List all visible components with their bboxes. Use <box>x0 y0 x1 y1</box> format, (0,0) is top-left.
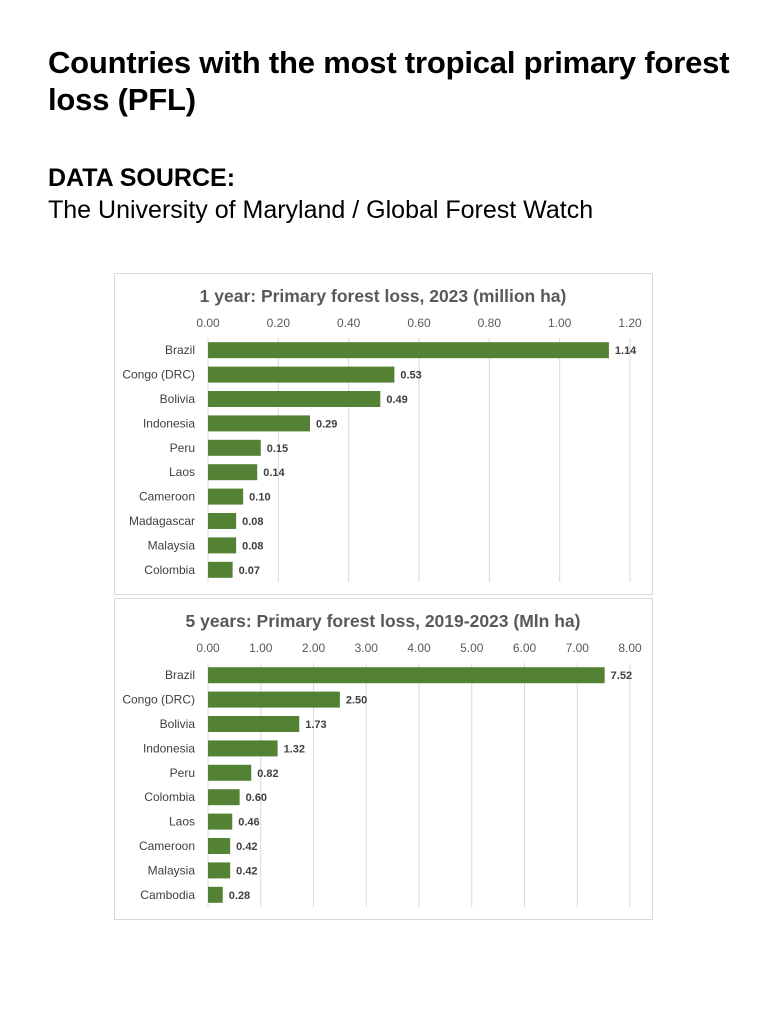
category-label: Cameroon <box>139 839 195 853</box>
chart-1-year-panel: 1 year: Primary forest loss, 2023 (milli… <box>114 273 653 595</box>
category-label: Madagascar <box>129 514 195 528</box>
x-tick-label: 0.40 <box>337 316 361 330</box>
bar <box>208 391 381 407</box>
category-label: Brazil <box>165 668 195 682</box>
bar <box>208 561 233 578</box>
category-label: Laos <box>169 815 195 829</box>
bar <box>208 464 258 481</box>
bar <box>208 764 252 781</box>
category-label: Malaysia <box>148 863 196 877</box>
category-label: Indonesia <box>143 741 195 755</box>
category-label: Cambodia <box>140 888 195 902</box>
bar <box>208 415 310 432</box>
data-source-label: DATA SOURCE: <box>48 164 236 192</box>
x-tick-label: 5.00 <box>460 641 484 655</box>
chart-title: 5 years: Primary forest loss, 2019-2023 … <box>186 611 581 631</box>
bar <box>208 838 231 854</box>
category-label: Brazil <box>165 343 195 357</box>
category-label: Peru <box>170 766 195 780</box>
category-label: Laos <box>169 465 195 479</box>
x-tick-label: 1.00 <box>249 641 273 655</box>
bar <box>208 366 395 383</box>
data-label: 0.29 <box>316 418 337 430</box>
data-label: 2.50 <box>346 695 367 707</box>
data-label: 1.14 <box>615 345 637 357</box>
bar <box>208 691 340 708</box>
data-label: 0.42 <box>236 841 257 853</box>
bar <box>208 667 605 684</box>
data-label: 0.14 <box>263 467 285 479</box>
data-label: 0.08 <box>242 516 263 528</box>
bar <box>208 716 300 732</box>
chart-5-years-panel: 5 years: Primary forest loss, 2019-2023 … <box>114 598 653 920</box>
category-label: Peru <box>170 441 195 455</box>
bar <box>208 789 240 806</box>
x-tick-label: 0.60 <box>407 316 431 330</box>
category-label: Malaysia <box>148 538 196 552</box>
page-title: Countries with the most tropical primary… <box>48 45 730 117</box>
data-label: 0.07 <box>239 565 260 577</box>
data-label: 0.49 <box>386 394 407 406</box>
x-tick-label: 0.20 <box>267 316 291 330</box>
category-label: Cameroon <box>139 490 195 504</box>
data-label: 0.42 <box>236 865 257 877</box>
bar <box>208 862 231 879</box>
x-tick-label: 6.00 <box>513 641 537 655</box>
data-label: 0.28 <box>229 890 250 902</box>
x-tick-label: 0.00 <box>196 641 220 655</box>
data-label: 0.53 <box>400 370 421 382</box>
x-tick-label: 0.80 <box>478 316 502 330</box>
x-tick-label: 0.00 <box>196 316 220 330</box>
bar <box>208 740 278 757</box>
data-label: 0.15 <box>267 443 288 455</box>
category-label: Bolivia <box>160 392 196 406</box>
chart-1-year: 1 year: Primary forest loss, 2023 (milli… <box>122 286 642 582</box>
x-tick-label: 1.00 <box>548 316 572 330</box>
data-label: 0.46 <box>238 817 259 829</box>
x-tick-label: 7.00 <box>566 641 590 655</box>
bar <box>208 513 237 529</box>
x-tick-label: 3.00 <box>355 641 379 655</box>
x-tick-label: 4.00 <box>407 641 431 655</box>
data-label: 1.32 <box>284 743 305 755</box>
data-label: 0.10 <box>249 492 270 504</box>
category-label: Bolivia <box>160 717 196 731</box>
data-label: 0.82 <box>257 768 278 780</box>
bar <box>208 813 233 830</box>
data-source-text: The University of Maryland / Global Fore… <box>48 196 594 224</box>
bar <box>208 488 244 505</box>
bar <box>208 342 609 359</box>
category-label: Congo (DRC) <box>122 693 195 707</box>
category-label: Congo (DRC) <box>122 368 195 382</box>
category-label: Colombia <box>144 790 195 804</box>
category-label: Colombia <box>144 563 195 577</box>
data-label: 0.08 <box>242 540 263 552</box>
bar <box>208 439 261 456</box>
x-tick-label: 1.20 <box>618 316 642 330</box>
bar <box>208 537 237 554</box>
x-tick-label: 8.00 <box>618 641 642 655</box>
chart-5-years: 5 years: Primary forest loss, 2019-2023 … <box>122 611 642 907</box>
chart-title: 1 year: Primary forest loss, 2023 (milli… <box>200 286 567 306</box>
category-label: Indonesia <box>143 416 195 430</box>
x-tick-label: 2.00 <box>302 641 326 655</box>
data-label: 1.73 <box>305 719 326 731</box>
data-label: 0.60 <box>246 792 267 804</box>
data-label: 7.52 <box>611 670 632 682</box>
bar <box>208 886 223 903</box>
